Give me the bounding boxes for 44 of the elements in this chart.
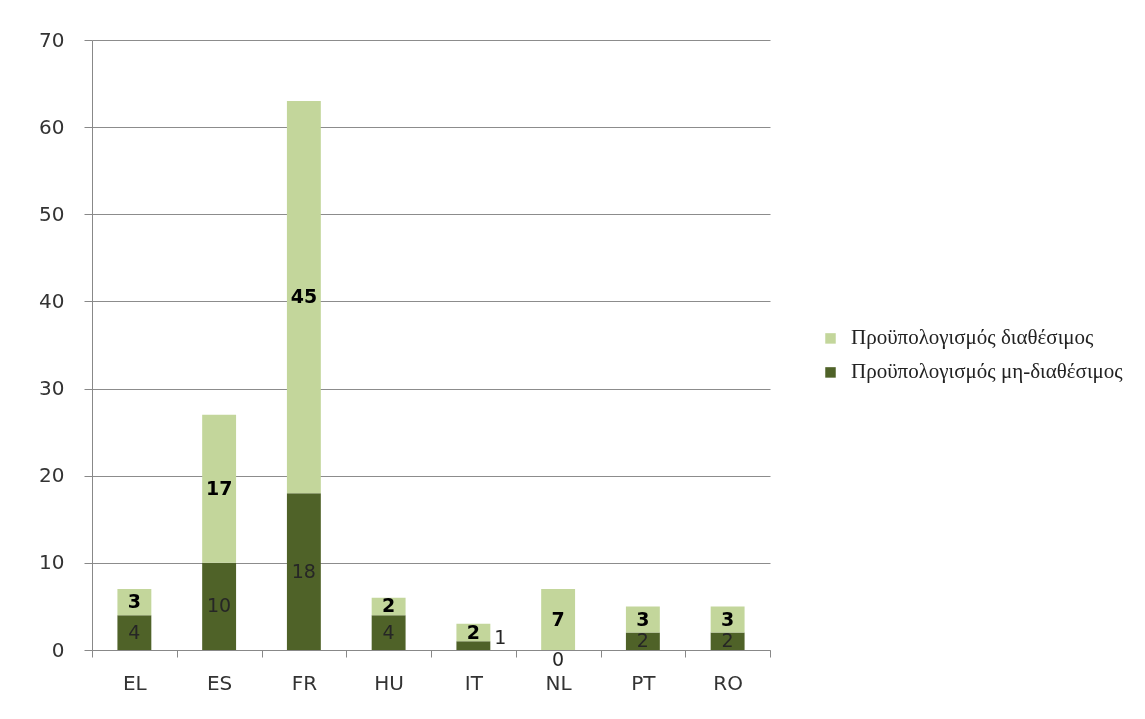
data-label: 3 <box>636 607 650 630</box>
legend-label: Προϋπολογισμός μη-διαθέσιμος <box>851 359 1124 384</box>
bar <box>202 562 237 650</box>
legend-label: Προϋπολογισμός διαθέσιμος <box>851 325 1095 350</box>
bar <box>541 589 576 650</box>
bar <box>286 493 321 650</box>
data-label: 45 <box>290 285 318 308</box>
data-label: 2 <box>382 594 396 617</box>
data-label: 10 <box>207 594 232 617</box>
x-tick-label: EL <box>122 670 148 695</box>
data-label: 2 <box>721 629 734 652</box>
data-label: 4 <box>128 620 141 643</box>
y-tick-label: 10 <box>39 550 65 575</box>
data-label: 1 <box>494 626 507 648</box>
x-tick-label: FR <box>291 670 318 695</box>
bar <box>456 641 491 650</box>
y-tick-label: 50 <box>39 201 65 226</box>
data-label: 18 <box>291 559 316 582</box>
y-tick-label: 20 <box>39 463 65 488</box>
y-tick-label: 60 <box>39 114 65 139</box>
data-label: 4 <box>382 620 395 643</box>
x-tick-label: HU <box>374 670 404 695</box>
bar <box>625 606 660 633</box>
y-tick-label: 0 <box>51 637 65 662</box>
y-tick-label: 30 <box>39 376 65 401</box>
x-tick-label: IT <box>464 670 484 695</box>
bar <box>710 606 745 633</box>
data-label: 3 <box>127 590 141 613</box>
x-tick-label: NL <box>545 670 573 695</box>
y-tick-label: 70 <box>39 27 65 52</box>
data-label: 3 <box>721 607 735 630</box>
bar <box>371 615 406 650</box>
x-tick-label: PT <box>631 670 657 695</box>
x-tick-label: ES <box>206 670 233 695</box>
bar <box>202 414 237 563</box>
bar <box>117 615 152 650</box>
x-tick-label: RO <box>713 670 743 695</box>
data-label: 7 <box>551 607 565 630</box>
data-label: 17 <box>205 476 233 499</box>
data-label: 2 <box>466 620 480 643</box>
data-label: 0 <box>552 648 565 670</box>
y-tick-label: 40 <box>39 288 65 313</box>
bar <box>286 101 321 494</box>
data-label: 2 <box>636 629 649 652</box>
